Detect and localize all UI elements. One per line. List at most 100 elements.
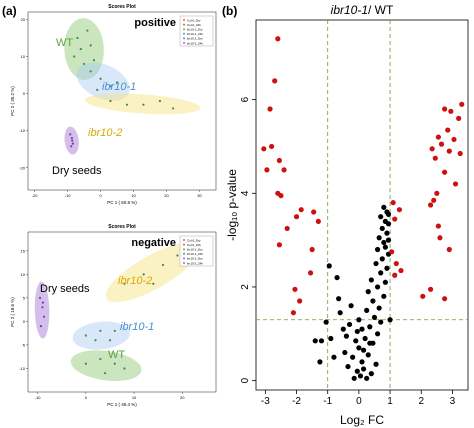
- volcano-point: [376, 305, 382, 311]
- score-point: [69, 133, 72, 136]
- volcano-point: [371, 314, 378, 321]
- score-point: [84, 362, 87, 365]
- y-axis-label: -log₁₀ p-value: [225, 169, 239, 241]
- legend-marker: [183, 262, 185, 264]
- y-tick-label: 0: [240, 377, 251, 383]
- significant-point: [281, 167, 287, 173]
- title-comparison: / WT: [368, 3, 394, 17]
- x-tick-label: 20: [164, 193, 169, 198]
- legend-entry: Col-0_24h: [187, 243, 201, 247]
- volcano-point: [374, 284, 381, 290]
- mode-label: negative: [131, 237, 176, 249]
- volcano-point: [387, 317, 393, 323]
- legend-entry: ibr10-1_24h: [187, 32, 203, 36]
- significant-point: [278, 193, 284, 199]
- score-point: [123, 367, 126, 370]
- legend-marker: [183, 32, 185, 35]
- score-point: [99, 329, 102, 332]
- volcano-point: [381, 293, 387, 299]
- volcano-point: [365, 352, 371, 358]
- significant-point: [427, 202, 434, 208]
- significant-point: [268, 143, 275, 150]
- x-tick-label: -20: [32, 193, 39, 198]
- volcano-point: [385, 221, 392, 227]
- volcano-point: [373, 361, 379, 367]
- x-tick-label: -1: [323, 396, 332, 407]
- legend-entry: ibr10-2_24h: [187, 261, 203, 265]
- significant-point: [446, 148, 452, 154]
- score-point: [86, 29, 89, 32]
- legend-marker: [183, 239, 185, 241]
- significant-point: [445, 127, 451, 133]
- volcano-point: [382, 279, 388, 285]
- volcano-point: [382, 244, 388, 250]
- score-point: [108, 339, 112, 342]
- volcano-point: [353, 338, 359, 344]
- y-tick-label: -5: [21, 342, 25, 347]
- volcano-point: [351, 375, 357, 381]
- significant-point: [452, 181, 459, 187]
- score-point: [70, 145, 73, 148]
- significant-point: [389, 249, 395, 255]
- volcano-point: [359, 326, 365, 332]
- panel-a-label: (a): [2, 4, 17, 18]
- volcano-point: [378, 270, 384, 276]
- significant-point: [442, 106, 448, 112]
- volcano-point: [318, 338, 325, 344]
- x-tick-label: -10: [65, 193, 72, 198]
- significant-point: [442, 296, 448, 302]
- volcano-point: [354, 368, 360, 374]
- volcano-point: [378, 319, 384, 325]
- volcano-point: [385, 211, 392, 217]
- volcano-point: [384, 230, 390, 236]
- significant-point: [420, 293, 426, 299]
- y-axis-label: PC 2 ( 18.6 %): [10, 297, 15, 327]
- volcano-title: ibr10-1/ WT: [331, 3, 394, 17]
- y-tick-label: 15: [21, 248, 26, 253]
- score-point: [92, 59, 96, 62]
- x-axis-label: Log₂ FC: [340, 413, 384, 427]
- y-tick-label: 4: [240, 190, 251, 196]
- significant-point: [435, 223, 441, 229]
- volcano-point: [342, 349, 348, 356]
- volcano-point: [331, 354, 337, 360]
- confidence-ellipse: [72, 321, 130, 350]
- y-tick-label: 2: [240, 284, 251, 290]
- score-point: [99, 77, 102, 80]
- significant-point: [392, 216, 398, 222]
- significant-point: [292, 286, 298, 292]
- significant-point: [427, 286, 434, 292]
- x-tick-label: 20: [180, 395, 185, 400]
- significant-point: [456, 115, 462, 121]
- volcano-point: [362, 335, 368, 342]
- x-tick-label: -10: [35, 395, 42, 400]
- score-point: [84, 334, 87, 337]
- volcano-point: [359, 359, 365, 365]
- volcano-point: [370, 298, 376, 304]
- score-point: [123, 282, 126, 285]
- y-tick-label: 20: [21, 17, 26, 22]
- significant-point: [267, 106, 273, 112]
- significant-point: [293, 214, 300, 220]
- score-point: [42, 315, 46, 318]
- significant-point: [435, 134, 441, 140]
- significant-point: [264, 167, 270, 173]
- y-tick-label: -10: [19, 366, 26, 371]
- x-tick-label: 0: [99, 193, 102, 198]
- significant-point: [261, 146, 267, 152]
- group-label: ibr10-2: [88, 127, 122, 139]
- significant-point: [432, 155, 438, 161]
- significant-point: [290, 310, 297, 316]
- pca-positive-chart: Scores Plot WT ibr10-1 ibr10-2 Dry seeds posi…: [10, 4, 217, 205]
- pca-negative-chart: Scores Plot WT ibr10-1 ibr10-2 Dry seeds nega…: [10, 224, 217, 407]
- legend-marker: [183, 23, 185, 26]
- volcano-point: [360, 347, 367, 353]
- volcano-point: [374, 246, 381, 253]
- score-point: [125, 103, 129, 106]
- score-point: [172, 107, 175, 110]
- volcano-point: [384, 265, 390, 271]
- volcano-point: [368, 277, 374, 283]
- legend-marker: [183, 28, 185, 31]
- significant-point: [315, 218, 321, 224]
